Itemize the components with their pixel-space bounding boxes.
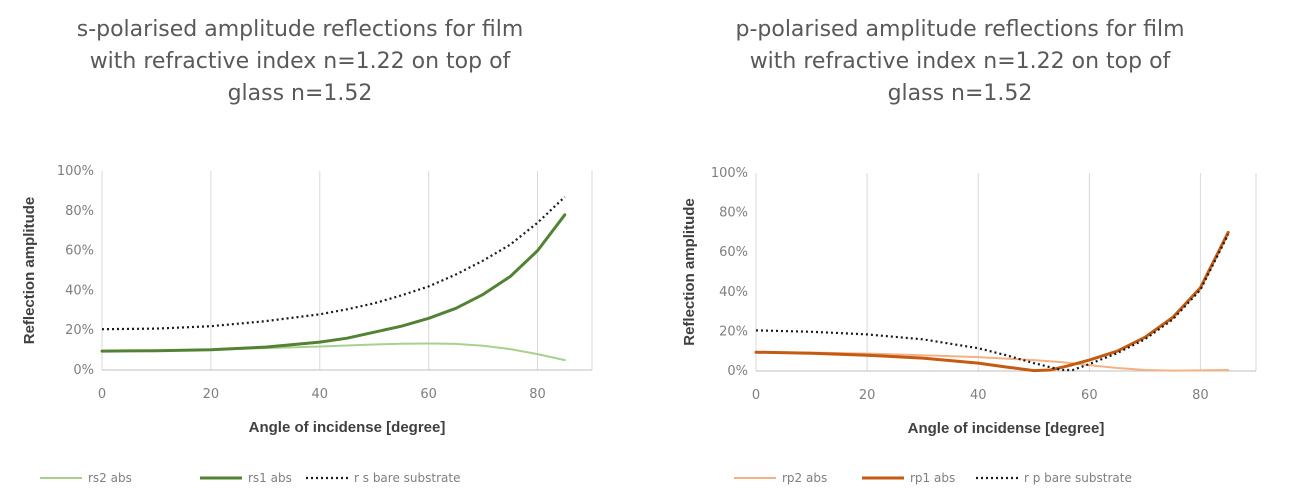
y-tick-label: 20% — [719, 324, 748, 339]
s-polarised-chart: s-polarised amplitude reflections for fi… — [0, 0, 640, 498]
chart-title-line: with refractive index n=1.22 on top of — [89, 49, 511, 74]
legend-label: r p bare substrate — [1024, 471, 1132, 485]
y-tick-label: 80% — [719, 206, 748, 221]
y-tick-label: 60% — [65, 244, 94, 259]
y-tick-label: 20% — [65, 323, 94, 338]
chart-svg: 0 20 40 60 80 0% 20% 40% 60% 80% 100% Angle of inci… — [21, 164, 593, 485]
y-tick-label: 100% — [57, 164, 94, 179]
series-line-2 — [100, 213, 567, 353]
legend-label: rp1 abs — [910, 471, 955, 485]
x-tick-label: 20 — [203, 387, 220, 402]
chart-title: s-polarised amplitude reflections for fi… — [20, 14, 580, 110]
x-tick-label: 80 — [1192, 388, 1209, 403]
x-axis-label: Angle of incidense [degree] — [908, 420, 1105, 437]
chart-title-line: s-polarised amplitude reflections for fi… — [76, 17, 524, 42]
x-tick-label: 0 — [752, 388, 760, 403]
x-tick-label: 60 — [420, 387, 437, 402]
x-axis-label: Angle of incidense [degree] — [249, 419, 446, 436]
series-line-1 — [755, 351, 1230, 372]
series-line-3 — [755, 233, 1230, 372]
x-tick-label: 80 — [529, 387, 546, 402]
y-tick-label: 60% — [719, 245, 748, 260]
y-tick-label: 40% — [65, 283, 94, 298]
chart-title-line: glass n=1.52 — [887, 81, 1033, 106]
chart-title-line: with refractive index n=1.22 on top of — [749, 49, 1171, 74]
x-tick-label: 20 — [859, 388, 876, 403]
x-tick-label: 0 — [98, 387, 106, 402]
series-line-2 — [754, 230, 1230, 373]
y-tick-label: 0% — [727, 364, 748, 379]
y-tick-label: 40% — [719, 285, 748, 300]
chart-svg: 0 20 40 60 80 0% 20% 40% 60% 80% 100% Angle of inci… — [681, 166, 1257, 485]
legend-label: rp2 abs — [782, 471, 827, 485]
x-tick-label: 40 — [312, 387, 329, 402]
legend-label: rs2 abs — [88, 471, 132, 485]
y-tick-label: 100% — [711, 166, 748, 181]
legend-label: r s bare substrate — [354, 471, 460, 485]
legend-label: rs1 abs — [248, 471, 292, 485]
y-axis-label: Reflection amplitude — [21, 197, 38, 345]
p-polarised-chart: p-polarised amplitude reflections for fi… — [660, 0, 1296, 498]
y-axis-label: Reflection amplitude — [681, 198, 698, 346]
chart-title-line: p-polarised amplitude reflections for fi… — [735, 17, 1185, 42]
chart-title-line: glass n=1.52 — [227, 81, 373, 106]
chart-title: p-polarised amplitude reflections for fi… — [690, 14, 1230, 110]
x-tick-label: 60 — [1081, 388, 1098, 403]
x-tick-label: 40 — [970, 388, 987, 403]
series-line-3 — [101, 196, 566, 331]
y-tick-label: 80% — [65, 204, 94, 219]
y-tick-label: 0% — [73, 363, 94, 378]
